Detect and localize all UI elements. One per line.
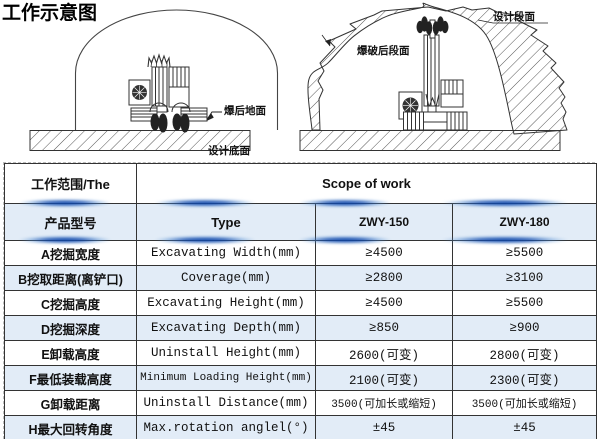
svg-text:爆破后段面: 爆破后段面 (357, 44, 410, 57)
svg-text:设计底面: 设计底面 (208, 144, 250, 157)
svg-text:爆后地面: 爆后地面 (224, 104, 266, 117)
svg-text:设计段面: 设计段面 (493, 10, 535, 23)
